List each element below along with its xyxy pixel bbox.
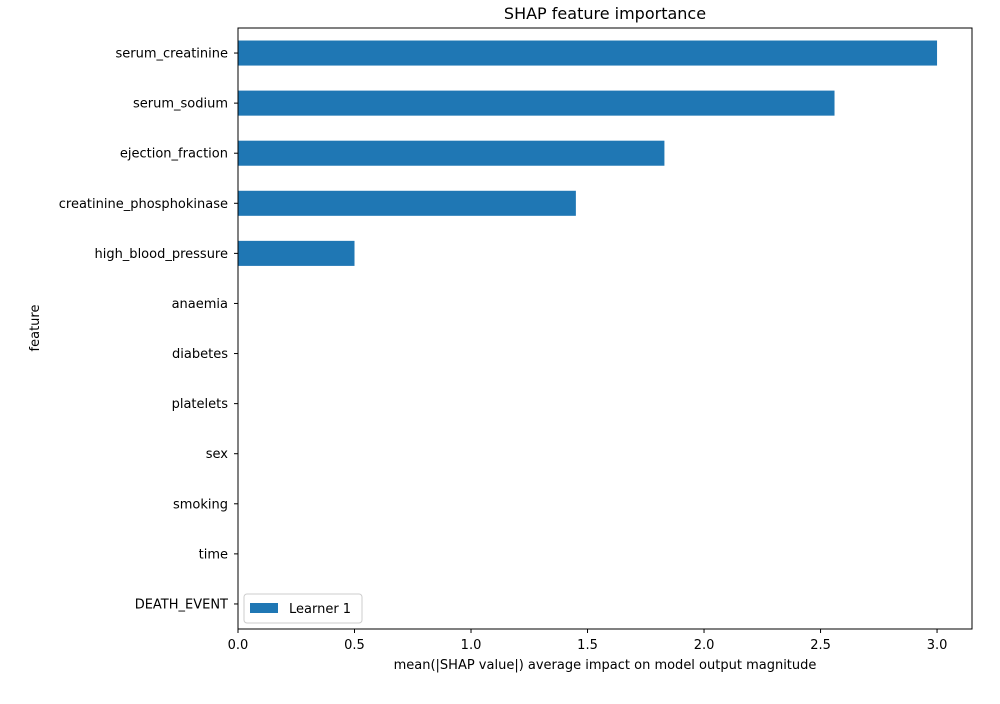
chart-title: SHAP feature importance [504,4,706,23]
bar-serum_sodium [238,90,835,116]
y-tick-label: platelets [172,397,229,412]
x-tick-label: 0.5 [344,638,365,653]
y-tick-label: serum_sodium [133,97,228,112]
bar-high_blood_pressure [238,240,355,266]
x-tick-label: 2.0 [694,638,715,653]
legend: Learner 1 [243,593,363,624]
plot-frame [237,27,973,630]
x-axis-label: mean(|SHAP value|) average impact on mod… [394,658,817,673]
bar-serum_creatinine [238,40,938,66]
x-tick-label: 0.0 [228,638,249,653]
bar-ejection_fraction [238,140,665,166]
y-tick-label: smoking [173,497,228,512]
y-tick-label: diabetes [172,347,228,362]
x-tick-label: 1.5 [577,638,598,653]
x-tick-label: 3.0 [927,638,948,653]
x-ticks: 0.0 0.5 1.0 1.5 2.0 2.5 3.0 [228,629,948,653]
y-tick-label: DEATH_EVENT [135,597,228,612]
y-axis-label: feature [28,305,43,352]
y-ticks: serum_creatinine serum_sodium ejection_fra… [59,47,238,612]
legend-label: Learner 1 [289,602,351,617]
y-tick-label: high_blood_pressure [94,247,228,262]
x-tick-label: 1.0 [461,638,482,653]
legend-swatch [250,603,278,613]
y-tick-label: ejection_fraction [120,147,228,162]
x-tick-label: 2.5 [810,638,831,653]
y-tick-label: anaemia [172,297,228,312]
y-tick-label: serum_creatinine [116,47,229,62]
bar-creatinine_phosphokinase [238,190,576,216]
y-tick-label: time [199,547,228,562]
bars-group [238,40,938,266]
legend-box [243,593,363,624]
y-tick-label: sex [206,447,229,462]
y-tick-label: creatinine_phosphokinase [59,197,228,212]
